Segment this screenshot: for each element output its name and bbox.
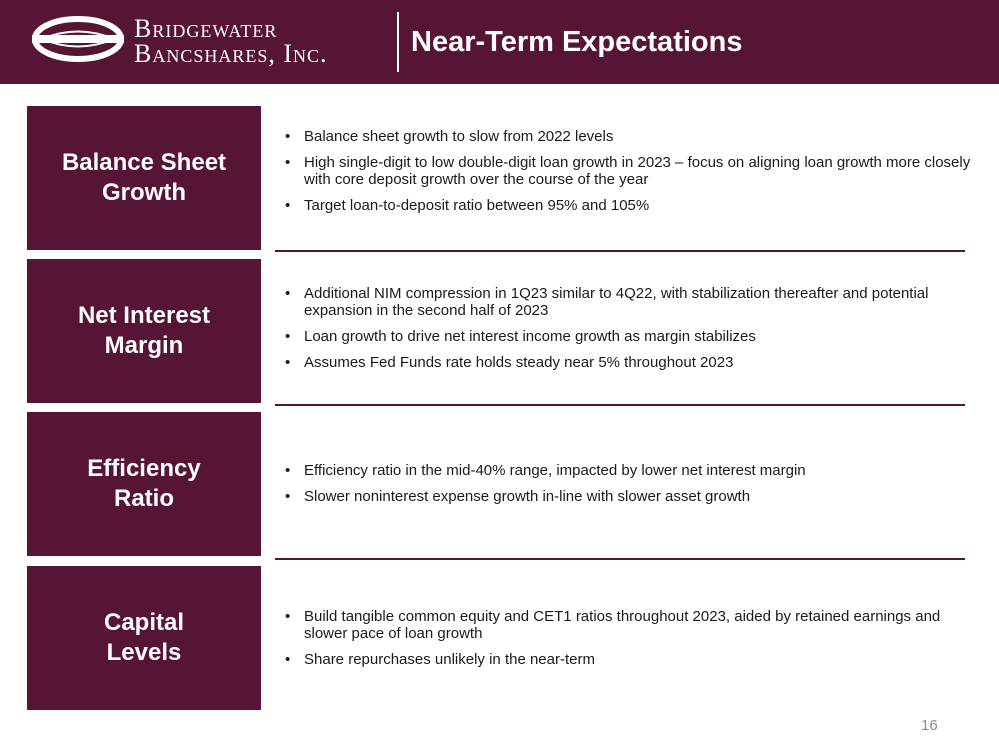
bullet-list: Additional NIM compression in 1Q23 simil…	[285, 285, 975, 380]
bullet-list: Build tangible common equity and CET1 ra…	[285, 608, 975, 677]
header-bar: Bridgewater Bancshares, Inc. Near-Term E…	[0, 0, 999, 84]
page-title: Near-Term Expectations	[411, 26, 743, 58]
section-label: Efficiency Ratio	[27, 412, 261, 556]
bullet-item: Balance sheet growth to slow from 2022 l…	[285, 128, 975, 145]
bullet-list: Efficiency ratio in the mid-40% range, i…	[285, 462, 975, 514]
section-label: Net Interest Margin	[27, 259, 261, 403]
bullet-list: Balance sheet growth to slow from 2022 l…	[285, 128, 975, 223]
section-label: Balance Sheet Growth	[27, 106, 261, 250]
bullet-item: Efficiency ratio in the mid-40% range, i…	[285, 462, 975, 479]
section-divider	[275, 250, 965, 252]
logo-line-2: Bancshares, Inc.	[134, 39, 328, 68]
section-divider	[275, 404, 965, 406]
bullet-item: High single-digit to low double-digit lo…	[285, 154, 975, 188]
bullet-item: Additional NIM compression in 1Q23 simil…	[285, 285, 975, 319]
bullet-item: Loan growth to drive net interest income…	[285, 328, 975, 345]
bullet-item: Build tangible common equity and CET1 ra…	[285, 608, 975, 642]
bullet-item: Target loan-to-deposit ratio between 95%…	[285, 197, 975, 214]
bullet-item: Slower noninterest expense growth in-lin…	[285, 488, 975, 505]
bridge-logo-icon	[32, 16, 124, 62]
page-number: 16	[921, 717, 938, 734]
bullet-item: Assumes Fed Funds rate holds steady near…	[285, 354, 975, 371]
section-divider	[275, 558, 965, 560]
header-divider	[397, 12, 399, 72]
bullet-item: Share repurchases unlikely in the near-t…	[285, 651, 975, 668]
company-logo-text: Bridgewater Bancshares, Inc.	[134, 14, 328, 68]
logo-line-1: Bridgewater	[134, 14, 278, 43]
section-label: Capital Levels	[27, 566, 261, 710]
